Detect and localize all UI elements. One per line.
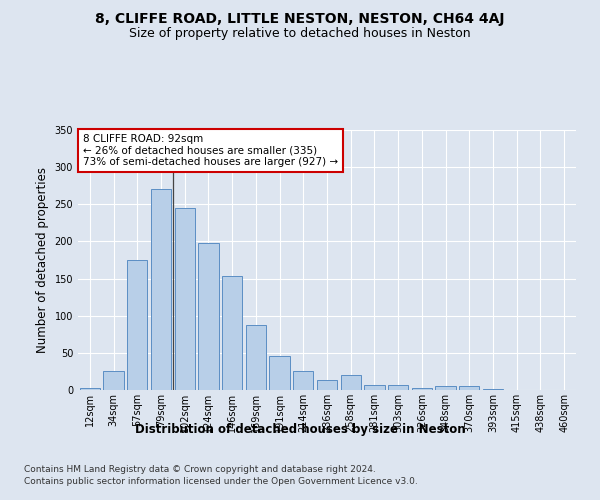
Text: Contains HM Land Registry data © Crown copyright and database right 2024.: Contains HM Land Registry data © Crown c… [24,465,376,474]
Text: Contains public sector information licensed under the Open Government Licence v3: Contains public sector information licen… [24,478,418,486]
Bar [222,276,242,390]
Bar [175,208,195,390]
Bar [199,243,218,390]
Bar [293,372,313,390]
Bar [269,356,290,390]
Bar [412,388,432,390]
Text: Distribution of detached houses by size in Neston: Distribution of detached houses by size … [134,422,466,436]
Text: Size of property relative to detached houses in Neston: Size of property relative to detached ho… [129,28,471,40]
Bar [127,260,148,390]
Text: 8 CLIFFE ROAD: 92sqm
← 26% of detached houses are smaller (335)
73% of semi-deta: 8 CLIFFE ROAD: 92sqm ← 26% of detached h… [83,134,338,167]
Bar [80,388,100,390]
Bar [388,385,408,390]
Y-axis label: Number of detached properties: Number of detached properties [36,167,49,353]
Bar [246,324,266,390]
Bar [151,190,171,390]
Bar [436,386,455,390]
Bar [341,375,361,390]
Bar [364,385,385,390]
Text: 8, CLIFFE ROAD, LITTLE NESTON, NESTON, CH64 4AJ: 8, CLIFFE ROAD, LITTLE NESTON, NESTON, C… [95,12,505,26]
Bar [103,372,124,390]
Bar [459,386,479,390]
Bar [317,380,337,390]
